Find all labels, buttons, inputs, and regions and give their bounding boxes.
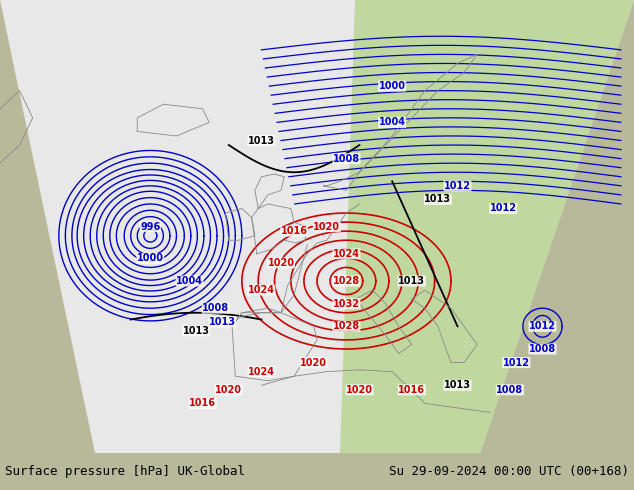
Text: 1013: 1013 [444,380,471,390]
Text: 1016: 1016 [189,398,216,408]
Text: 1020: 1020 [216,385,242,395]
Text: 1024: 1024 [248,367,275,377]
Text: 1016: 1016 [398,385,425,395]
Text: 1004: 1004 [176,276,203,286]
Text: 1020: 1020 [301,358,327,368]
Text: 1000: 1000 [378,81,406,91]
Text: 1032: 1032 [333,299,360,309]
Text: 1012: 1012 [529,321,556,331]
Text: Surface pressure [hPa] UK-Global: Surface pressure [hPa] UK-Global [5,465,245,478]
Text: 1008: 1008 [496,385,524,395]
Polygon shape [0,0,634,453]
Text: 1004: 1004 [378,118,406,127]
Text: 1013: 1013 [209,317,236,327]
Text: 1020: 1020 [268,258,295,268]
Text: 1028: 1028 [333,321,360,331]
Text: 1008: 1008 [202,303,230,313]
Text: 1013: 1013 [398,276,425,286]
Text: 1000: 1000 [137,253,164,263]
Text: 1013: 1013 [424,195,451,204]
Polygon shape [340,0,634,453]
Text: 1028: 1028 [333,276,360,286]
Text: 1013: 1013 [183,326,210,336]
Text: 1016: 1016 [281,226,307,236]
Text: 1008: 1008 [333,154,360,164]
Text: 1012: 1012 [444,181,471,191]
Text: 1012: 1012 [503,358,530,368]
Text: 1012: 1012 [490,203,517,214]
Text: 1013: 1013 [248,136,275,146]
Text: 1024: 1024 [333,249,360,259]
Text: 1020: 1020 [346,385,373,395]
Text: 1020: 1020 [313,221,340,232]
Text: 1024: 1024 [248,285,275,295]
Text: Su 29-09-2024 00:00 UTC (00+168): Su 29-09-2024 00:00 UTC (00+168) [389,465,629,478]
Text: 1008: 1008 [529,344,556,354]
Text: 996: 996 [140,221,160,232]
